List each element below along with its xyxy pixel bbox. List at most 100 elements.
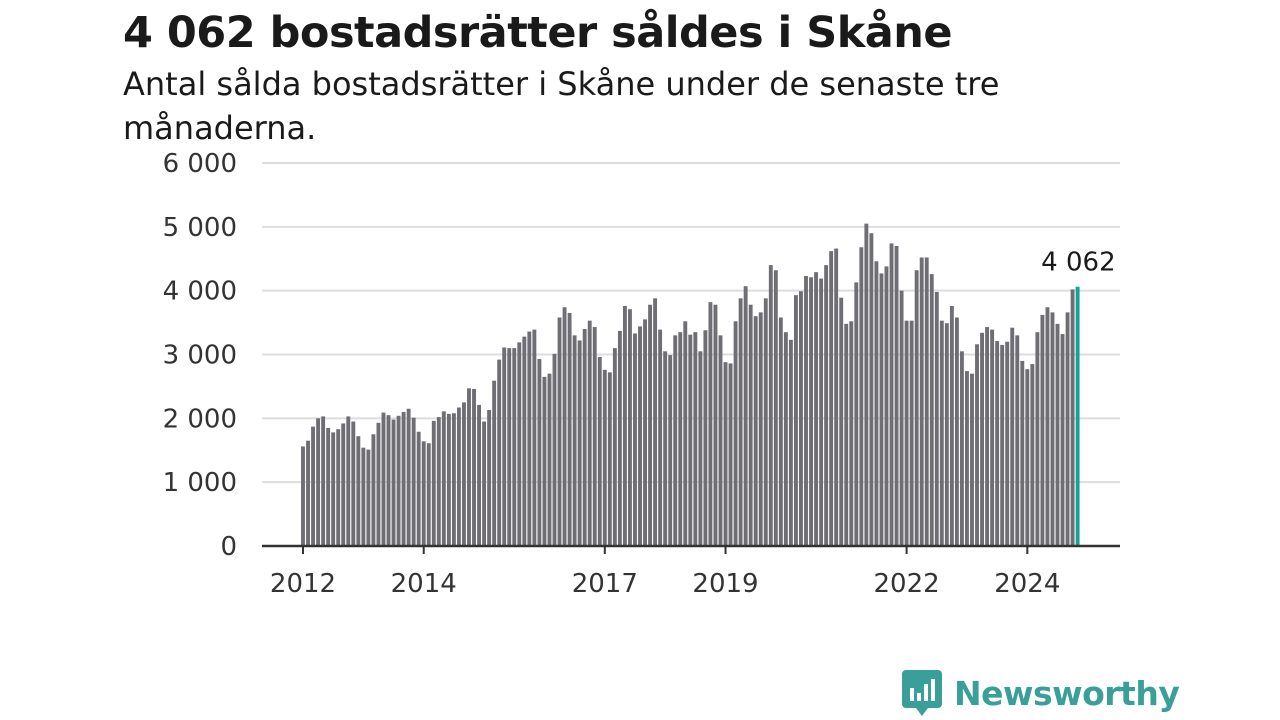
bar <box>849 321 854 546</box>
bar <box>366 449 371 546</box>
bar <box>542 376 547 546</box>
bar <box>381 412 386 546</box>
bar <box>502 347 507 546</box>
bar <box>778 317 783 546</box>
bar <box>597 357 602 546</box>
bar <box>633 333 637 546</box>
bar <box>547 373 552 546</box>
bars <box>301 223 1080 546</box>
bar <box>949 305 954 546</box>
bar <box>889 243 894 546</box>
bar <box>804 275 808 546</box>
bar <box>441 411 446 546</box>
bar <box>1030 364 1035 546</box>
bar <box>899 290 904 546</box>
bar <box>446 413 451 546</box>
y-tick-label: 2 000 <box>163 404 237 434</box>
bar <box>904 320 909 546</box>
bar <box>733 321 738 546</box>
bar <box>401 411 406 546</box>
bar <box>341 423 346 546</box>
bar <box>959 351 964 546</box>
bar <box>1015 335 1020 546</box>
bar <box>386 415 391 546</box>
bar <box>577 340 582 546</box>
bar <box>1025 369 1030 546</box>
bar <box>788 339 793 546</box>
bar <box>693 332 698 546</box>
y-axis-labels: 0 1 000 2 000 3 000 4 000 5 000 6 000 <box>163 149 237 562</box>
bar <box>1055 323 1060 546</box>
bar <box>567 313 572 546</box>
x-tick-label: 2017 <box>572 569 638 599</box>
bar <box>1040 314 1045 546</box>
bar <box>773 270 778 546</box>
bar <box>391 419 396 546</box>
bar <box>884 266 889 546</box>
bar <box>346 416 351 546</box>
bar <box>361 447 366 546</box>
bar <box>763 298 768 546</box>
y-tick-label: 3 000 <box>163 341 237 371</box>
y-tick-label: 4 000 <box>163 277 237 307</box>
bar <box>859 247 864 546</box>
bar <box>824 265 829 546</box>
bar <box>738 298 743 546</box>
bar <box>678 332 683 546</box>
bar <box>592 327 597 546</box>
bar <box>814 272 819 546</box>
bar <box>758 312 763 546</box>
bar <box>456 407 461 546</box>
bar <box>879 273 884 546</box>
bar <box>768 265 773 546</box>
bar <box>416 431 421 546</box>
bar <box>954 317 959 546</box>
bar <box>783 332 788 546</box>
bar <box>1050 312 1055 546</box>
bar <box>532 329 537 546</box>
bar <box>713 304 718 546</box>
bar <box>934 291 939 546</box>
bar <box>396 415 401 546</box>
bar <box>864 223 869 546</box>
bar <box>939 320 944 546</box>
x-tick-label: 2012 <box>270 569 336 599</box>
bar <box>326 427 331 546</box>
bar <box>829 251 834 546</box>
bar <box>1070 289 1075 546</box>
bar <box>834 248 839 546</box>
chart-title: 4 062 bostadsrätter såldes i Skåne <box>123 8 953 58</box>
bar <box>512 348 517 546</box>
bar <box>1065 312 1070 546</box>
bar <box>839 297 844 546</box>
bar <box>612 348 617 546</box>
x-tick-label: 2019 <box>692 569 758 599</box>
bar <box>517 342 522 546</box>
bar <box>451 413 456 546</box>
bar <box>869 233 874 546</box>
bar <box>622 305 627 546</box>
bar <box>492 380 497 546</box>
bar <box>582 328 587 546</box>
bar <box>436 417 441 546</box>
bar <box>970 373 974 546</box>
bar <box>562 307 567 546</box>
bar <box>748 304 753 546</box>
bar <box>753 316 758 546</box>
bar <box>301 446 305 546</box>
bar <box>306 440 310 546</box>
bar <box>1010 327 1015 546</box>
bar <box>708 302 713 546</box>
bar <box>1000 344 1005 546</box>
bar <box>617 330 622 546</box>
bar <box>683 321 688 546</box>
bar <box>1020 360 1025 546</box>
bar <box>723 362 728 546</box>
bar <box>980 332 984 546</box>
bar <box>924 257 929 546</box>
bar <box>1035 332 1040 546</box>
bar <box>497 359 502 546</box>
bar <box>331 432 336 546</box>
bar <box>321 416 326 546</box>
